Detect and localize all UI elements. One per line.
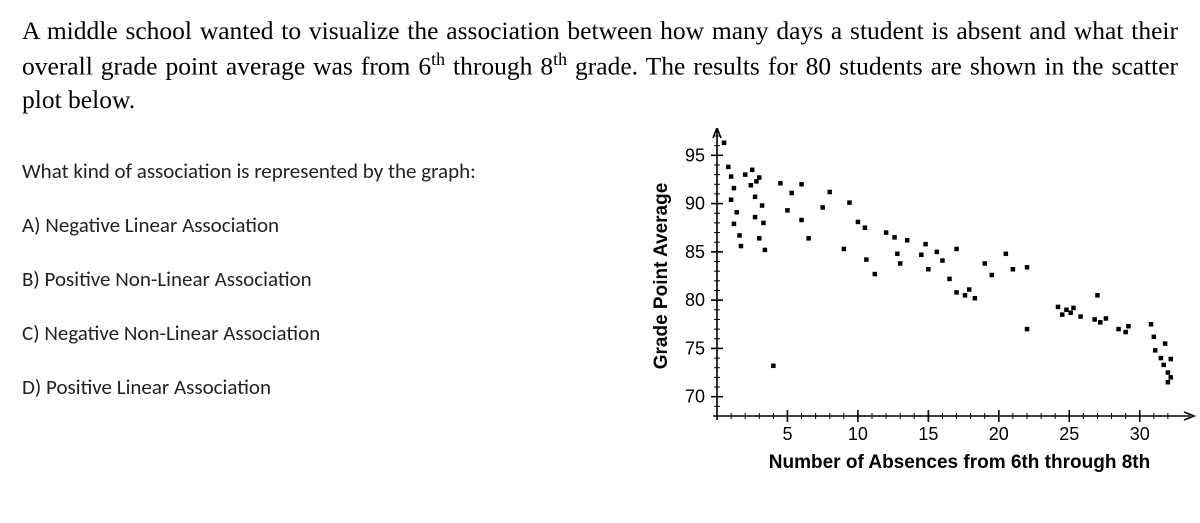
page-root: A middle school wanted to visualize the … xyxy=(0,0,1200,523)
chart-column: 5 10 15 20 25 30 70 75 80 85 90 95 Number of Absence… xyxy=(602,128,1178,508)
svg-text:90: 90 xyxy=(685,194,705,214)
svg-text:85: 85 xyxy=(685,242,705,262)
option-d: D) Positive Linear Association xyxy=(22,374,602,400)
svg-text:75: 75 xyxy=(685,339,705,359)
scatter-plot: 5 10 15 20 25 30 70 75 80 85 90 95 Number of Absence… xyxy=(642,128,1200,498)
svg-text:15: 15 xyxy=(918,424,938,444)
svg-text:10: 10 xyxy=(848,424,868,444)
option-c: C) Negative Non-Linear Association xyxy=(22,320,602,346)
lower-region: What kind of association is represented … xyxy=(22,128,1178,508)
svg-text:95: 95 xyxy=(685,146,705,166)
question-prompt: What kind of association is represented … xyxy=(22,158,602,184)
intro-paragraph: A middle school wanted to visualize the … xyxy=(22,14,1178,116)
option-b: B) Positive Non-Linear Association xyxy=(22,266,602,292)
svg-text:30: 30 xyxy=(1130,424,1150,444)
svg-text:Grade Point Average: Grade Point Average xyxy=(651,183,672,370)
svg-text:5: 5 xyxy=(782,424,792,444)
option-a: A) Negative Linear Association xyxy=(22,212,602,238)
svg-text:80: 80 xyxy=(685,291,705,311)
svg-text:20: 20 xyxy=(989,424,1009,444)
svg-text:25: 25 xyxy=(1059,424,1079,444)
question-column: What kind of association is represented … xyxy=(22,128,602,428)
svg-text:Number of Absences from 6th th: Number of Absences from 6th through 8th xyxy=(769,452,1150,473)
svg-text:70: 70 xyxy=(685,387,705,407)
